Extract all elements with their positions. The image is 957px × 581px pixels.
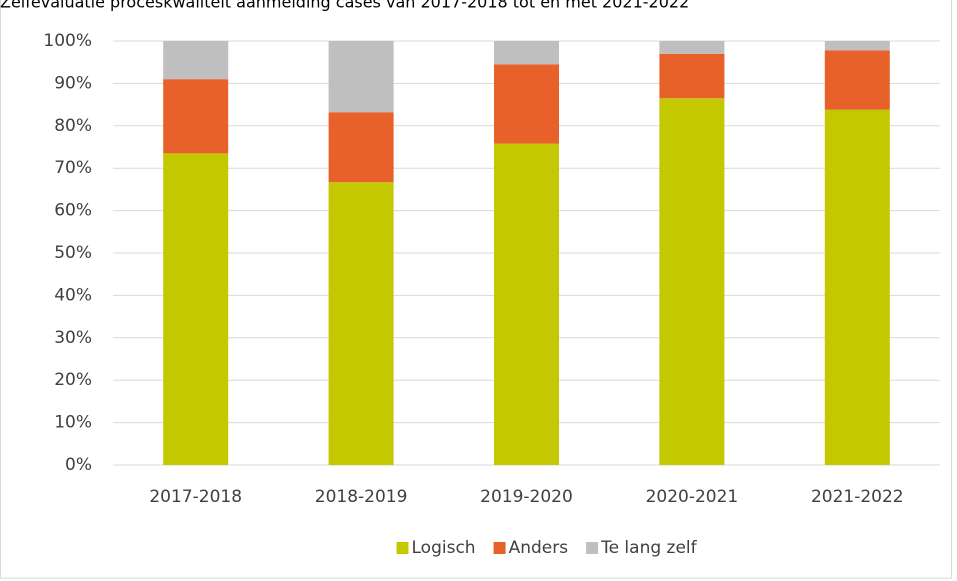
y-tick-label: 100% — [43, 31, 92, 51]
legend-swatch — [586, 542, 599, 554]
x-tick-label: 2018-2019 — [315, 487, 408, 507]
legend-swatch — [396, 542, 409, 554]
y-tick-label: 80% — [54, 116, 92, 136]
bar-segment — [494, 41, 559, 65]
bar-segment — [659, 98, 725, 466]
bar-segment — [328, 112, 394, 183]
bar-segment — [163, 79, 229, 154]
legend-label: Logisch — [412, 538, 476, 558]
legend-item: Anders — [493, 538, 569, 558]
y-tick-label: 30% — [54, 328, 92, 348]
y-tick-label: 10% — [54, 413, 92, 433]
bar-segment — [494, 143, 559, 465]
bar-segment — [659, 41, 725, 54]
chart-title: Zelfevaluatie proceskwaliteit aanmelding… — [0, 0, 689, 12]
x-tick-label: 2019-2020 — [480, 487, 573, 507]
y-tick-label: 60% — [54, 201, 92, 221]
bar-segment — [494, 64, 559, 144]
legend-swatch — [493, 542, 506, 554]
legend-label: Anders — [509, 538, 569, 558]
x-tick-label: 2020-2021 — [646, 487, 739, 507]
bar-segment — [328, 41, 394, 113]
legend-label: Te lang zelf — [600, 538, 698, 558]
bar-segment — [163, 41, 229, 80]
legend-item: Te lang zelf — [586, 538, 698, 558]
legend-item: Logisch — [396, 538, 476, 558]
bar-segment — [163, 153, 229, 466]
y-tick-label: 90% — [54, 73, 92, 93]
y-tick-label: 50% — [54, 243, 92, 263]
bar-segment — [659, 53, 725, 99]
y-tick-label: 20% — [54, 370, 92, 390]
bar-segment — [328, 182, 394, 465]
y-tick-label: 40% — [54, 285, 92, 305]
bar-segment — [824, 109, 890, 466]
bar-segment — [824, 50, 890, 110]
bar-segment — [824, 41, 890, 51]
x-tick-label: 2021-2022 — [811, 487, 904, 507]
y-tick-label: 70% — [54, 158, 92, 178]
x-tick-label: 2017-2018 — [149, 487, 242, 507]
y-tick-label: 0% — [65, 455, 92, 475]
